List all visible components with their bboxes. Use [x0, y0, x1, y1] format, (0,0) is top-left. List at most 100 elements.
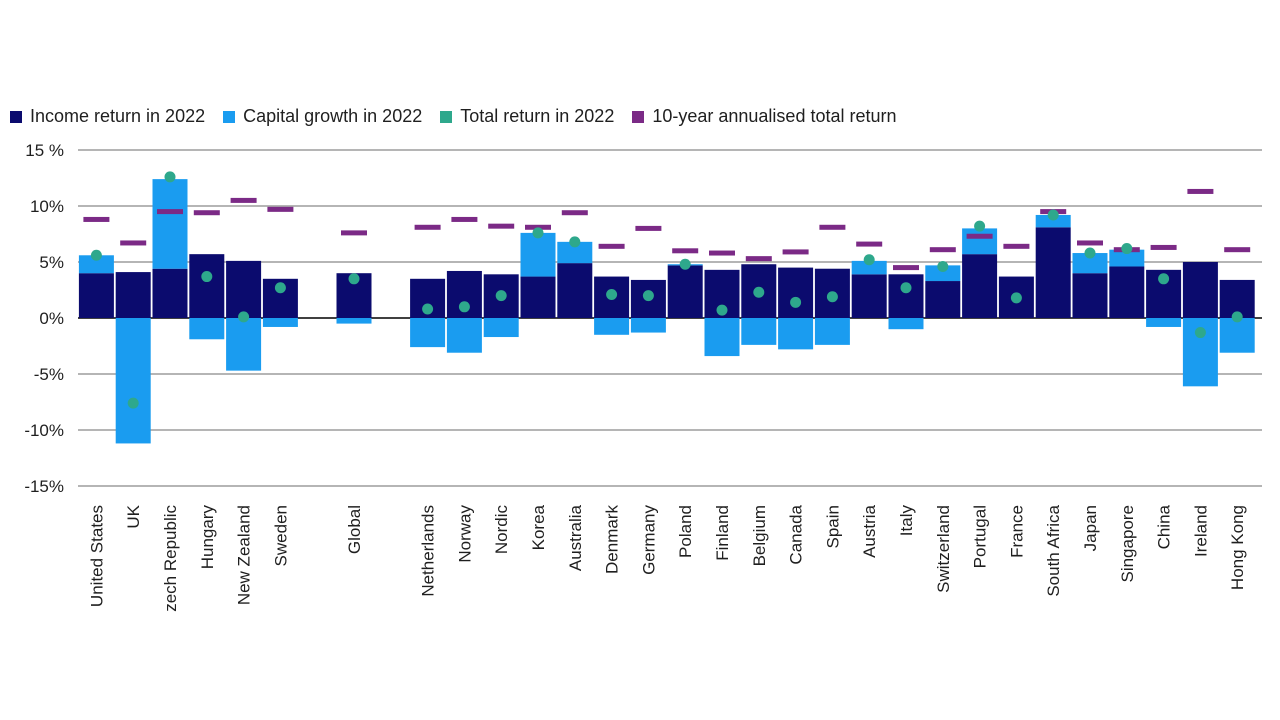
ten-year-marker: [157, 209, 183, 215]
x-tick-label: Hong Kong: [1228, 505, 1247, 590]
total-return-point: [716, 304, 728, 316]
capital-bar: [814, 318, 850, 345]
total-return-point: [458, 301, 470, 313]
y-tick-label: 15 %: [25, 141, 64, 160]
capital-bar: [78, 255, 114, 274]
total-return-point: [1231, 311, 1243, 323]
income-bar: [189, 254, 225, 318]
ten-year-marker: [193, 210, 220, 216]
x-tick-label: Global: [345, 505, 364, 554]
total-return-point: [642, 290, 654, 302]
capital-bar: [336, 318, 372, 324]
total-return-point: [164, 171, 176, 183]
y-tick-label: -5%: [34, 365, 64, 384]
ten-year-marker: [1224, 247, 1251, 253]
income-bar: [152, 268, 188, 318]
x-tick-label: Sweden: [271, 505, 290, 566]
x-tick-label: Ireland: [1191, 505, 1210, 557]
x-tick-label: Germany: [639, 505, 658, 575]
y-tick-label: 0%: [39, 309, 64, 328]
capital-bar: [851, 260, 887, 275]
capital-bar: [152, 179, 188, 269]
x-tick-label: Switzerland: [934, 505, 953, 593]
total-return-point: [937, 260, 949, 272]
x-tick-label: Australia: [566, 504, 585, 571]
income-bar: [115, 272, 151, 318]
capital-bar: [410, 318, 446, 348]
total-return-point: [201, 271, 213, 283]
total-return-point: [863, 254, 875, 266]
ten-year-marker: [819, 224, 846, 230]
total-return-point: [900, 282, 912, 294]
ten-year-marker: [230, 197, 257, 203]
ten-year-marker: [561, 210, 588, 216]
total-return-point: [127, 397, 139, 409]
income-bar: [1035, 227, 1071, 318]
ten-year-marker: [1077, 240, 1103, 246]
legend-label-income: Income return in 2022: [30, 106, 206, 126]
income-bar: [888, 274, 924, 318]
capital-bar: [1219, 318, 1255, 353]
total-return-point: [1158, 273, 1170, 285]
ten-year-marker: [635, 225, 662, 231]
legend-swatch-income: [10, 110, 22, 123]
y-tick-label: -15%: [24, 477, 64, 496]
income-bar: [962, 254, 998, 318]
legend-swatch-ten-year: [632, 110, 645, 123]
income-bar: [78, 273, 114, 318]
ten-year-marker: [83, 216, 110, 222]
total-return-point: [606, 288, 618, 300]
ten-year-marker: [672, 248, 699, 254]
y-tick-label: -10%: [24, 421, 64, 440]
x-tick-label: Korea: [529, 504, 548, 550]
capital-bar: [925, 265, 961, 282]
legend-item-total: Total return in 2022: [440, 106, 614, 127]
total-return-point: [495, 290, 507, 302]
x-tick-label: UK: [124, 504, 143, 528]
income-bar: [925, 281, 961, 318]
capital-bar: [115, 318, 151, 444]
x-tick-label: zech Republic: [161, 505, 180, 612]
total-return-point: [274, 282, 286, 294]
total-return-point: [90, 249, 102, 261]
ten-year-marker: [1150, 244, 1177, 250]
income-bar: [851, 274, 887, 318]
ten-year-marker: [525, 224, 551, 230]
capital-bar: [704, 318, 740, 357]
ten-year-marker: [966, 233, 993, 239]
ten-year-marker: [451, 216, 478, 222]
capital-bar: [1109, 249, 1145, 267]
x-tick-label: Portugal: [971, 505, 990, 568]
capital-bar: [483, 318, 519, 338]
x-tick-label: Austria: [860, 504, 879, 557]
ten-year-marker: [1187, 188, 1214, 194]
capital-bar: [446, 318, 482, 353]
legend: Income return in 2022 Capital growth in …: [10, 106, 897, 127]
x-tick-label: Finland: [713, 505, 732, 561]
ten-year-marker: [782, 249, 809, 255]
capital-bar: [189, 318, 225, 340]
total-return-point: [348, 273, 360, 285]
income-bar: [557, 263, 593, 318]
capital-bar: [1035, 214, 1071, 228]
total-return-point: [422, 303, 434, 315]
x-tick-label: Japan: [1081, 505, 1100, 551]
income-bar: [1072, 273, 1108, 318]
capital-bar: [594, 318, 630, 335]
x-tick-label: New Zealand: [235, 505, 254, 605]
income-bar: [226, 260, 262, 318]
total-return-point: [1121, 243, 1133, 255]
total-return-point: [826, 291, 838, 303]
x-tick-label: United States: [87, 505, 106, 607]
capital-bar: [520, 232, 556, 277]
income-bar: [520, 276, 556, 318]
income-bar: [1182, 262, 1218, 318]
x-tick-label: Spain: [823, 505, 842, 548]
ten-year-marker: [745, 256, 772, 262]
income-bar: [1109, 266, 1145, 318]
capital-bar: [557, 241, 593, 264]
total-return-point: [532, 227, 544, 239]
ten-year-marker: [709, 250, 735, 256]
total-return-point: [1010, 292, 1022, 304]
capital-bar: [226, 318, 262, 371]
